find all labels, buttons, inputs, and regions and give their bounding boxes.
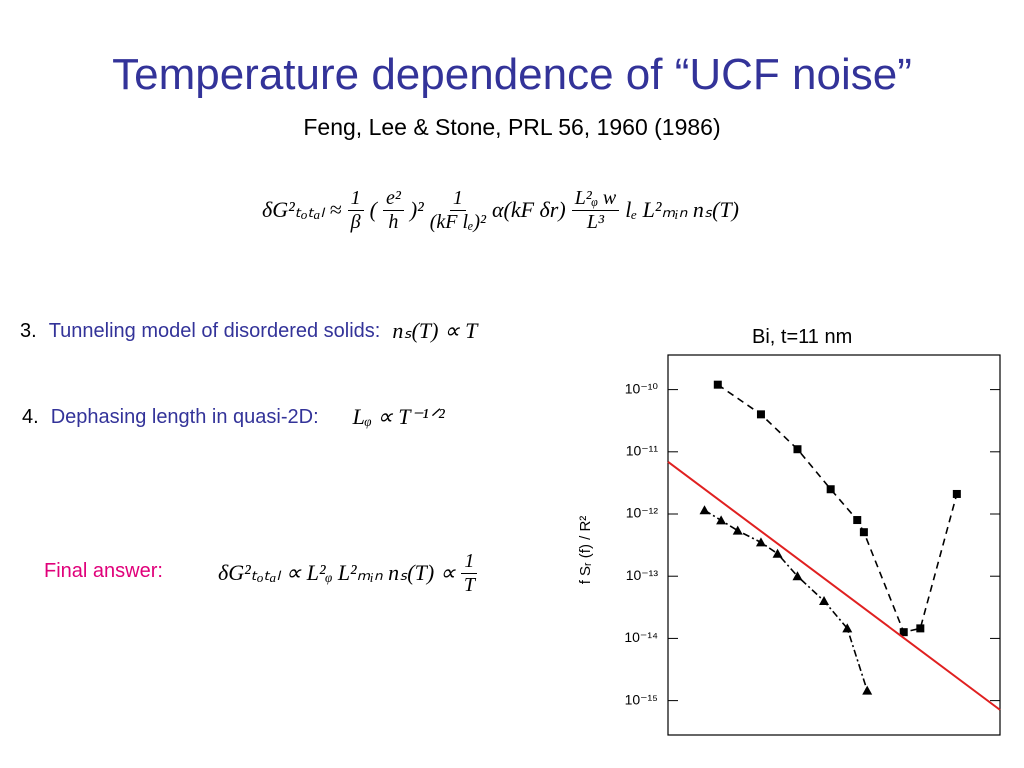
point bbox=[713, 380, 722, 389]
item-formula: nₛ(T) ∝ T bbox=[392, 318, 478, 343]
point bbox=[862, 685, 873, 695]
point bbox=[853, 516, 862, 525]
point bbox=[699, 505, 710, 515]
numerator: 1 bbox=[449, 187, 466, 211]
y-tick-label: 10⁻¹² bbox=[626, 505, 659, 521]
point bbox=[819, 595, 830, 605]
y-tick-label: 10⁻¹¹ bbox=[626, 443, 659, 459]
numerator: e² bbox=[382, 187, 404, 211]
plot-frame bbox=[667, 354, 1001, 736]
fraction: L²ᵩ w L³ bbox=[571, 187, 620, 234]
equation-term: α(kF δr) bbox=[491, 197, 566, 222]
slide-title: Temperature dependence of “UCF noise” bbox=[112, 50, 912, 99]
point bbox=[826, 485, 835, 494]
y-tick-label: 10⁻¹³ bbox=[626, 567, 659, 583]
point bbox=[792, 571, 803, 581]
equation-term: ( bbox=[369, 197, 377, 222]
series-line bbox=[667, 461, 1001, 711]
point bbox=[842, 623, 853, 633]
point bbox=[755, 537, 766, 547]
series-line bbox=[704, 509, 868, 691]
item-label: Tunneling model of disordered solids: bbox=[48, 319, 381, 342]
y-tick-label: 10⁻¹⁴ bbox=[624, 629, 658, 645]
point bbox=[716, 515, 727, 525]
point bbox=[899, 628, 908, 637]
numerator: 1 bbox=[461, 550, 478, 574]
citation: Feng, Lee & Stone, PRL 56, 1960 (1986) bbox=[303, 114, 721, 140]
equation-term: lₑ L²ₘᵢₙ nₛ(T) bbox=[625, 197, 740, 222]
chart-title: Bi, t=11 nm bbox=[752, 326, 853, 348]
chart: f Sᵣ (f) / R² 10⁻¹⁰ 10⁻¹¹ 10⁻¹² 10⁻¹³ 10⁻¹⁴ 1… bbox=[577, 354, 1001, 736]
fraction: e² h bbox=[382, 187, 404, 234]
numerator: 1 bbox=[347, 187, 364, 211]
point bbox=[859, 528, 868, 537]
item-formula: Lᵩ ∝ T⁻¹ᐟ² bbox=[352, 404, 445, 429]
item-number: 4. bbox=[22, 405, 39, 428]
point bbox=[916, 624, 925, 633]
point bbox=[756, 410, 765, 419]
denominator: L³ bbox=[586, 210, 605, 233]
equation-term: δG²ₜₒₜₐₗ ∝ L²ᵩ L²ₘᵢₙ nₛ(T) ∝ bbox=[218, 560, 456, 585]
item-number: 3. bbox=[20, 319, 37, 342]
denominator: h bbox=[388, 210, 399, 233]
denominator: β bbox=[350, 210, 361, 233]
series-line bbox=[717, 384, 958, 634]
item-label: Dephasing length in quasi-2D: bbox=[50, 405, 319, 428]
point bbox=[732, 525, 743, 535]
equation-term: )² bbox=[409, 197, 424, 222]
fraction: 1 (kF lₑ)² bbox=[430, 187, 486, 234]
final-label: Final answer: bbox=[44, 560, 163, 582]
y-tick-label: 10⁻¹⁰ bbox=[625, 380, 659, 396]
y-tick-label: 10⁻¹⁵ bbox=[625, 691, 658, 707]
numerator: L²ᵩ w bbox=[571, 187, 620, 211]
final-equation: δG²ₜₒₜₐₗ ∝ L²ᵩ L²ₘᵢₙ nₛ(T) ∝ 1 T bbox=[218, 540, 478, 606]
point bbox=[952, 489, 961, 498]
denominator: T bbox=[463, 573, 475, 596]
point bbox=[793, 445, 802, 454]
item: 4. Dephasing length in quasi-2D: Lᵩ ∝ T⁻… bbox=[22, 404, 445, 430]
main-equation: δG²ₜₒₜₐₗ ≈1 β(e² h)² 1 (kF lₑ)² α(kF δr) L²ᵩ w… bbox=[262, 170, 739, 250]
point bbox=[772, 548, 783, 558]
item: 3. Tunneling model of disordered solids:… bbox=[20, 318, 477, 344]
y-axis-label: f Sᵣ (f) / R² bbox=[577, 516, 594, 585]
equation-term: δG²ₜₒₜₐₗ ≈ bbox=[262, 197, 342, 222]
denominator: (kF lₑ)² bbox=[429, 210, 486, 233]
